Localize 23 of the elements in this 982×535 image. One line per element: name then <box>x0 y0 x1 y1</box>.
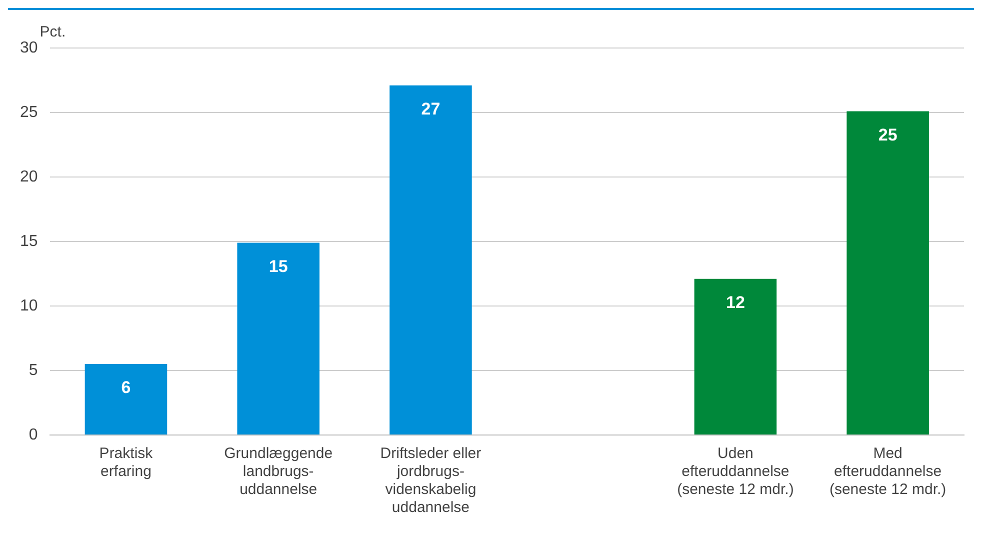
y-tick-label: 0 <box>28 426 38 444</box>
x-tick-label: Uden efteruddannelse (seneste 12 mdr.) <box>677 445 794 498</box>
bar <box>390 85 472 434</box>
x-tick-label: Grundlæggende landbrugs- uddannelse <box>224 445 333 498</box>
x-tick-label: Praktisk erfaring <box>99 445 154 480</box>
data-label: 25 <box>878 125 898 144</box>
bar <box>237 242 320 434</box>
y-tick-label: 10 <box>20 297 38 314</box>
data-label: 15 <box>268 256 288 276</box>
y-tick-label: 5 <box>28 362 38 379</box>
y-tick-label: 15 <box>20 232 38 250</box>
bar <box>694 278 777 434</box>
bar <box>84 364 168 434</box>
y-tick-label: 20 <box>20 168 38 186</box>
x-tick-label: Driftsleder eller jordbrugs- videnskabelig uddannelse <box>380 445 482 516</box>
data-label: 27 <box>421 100 440 119</box>
data-label: 6 <box>121 378 131 398</box>
x-tick-label: Med efteruddannelse (seneste 12 mdr.) <box>829 445 946 498</box>
y-axis-title: Pct. <box>40 24 66 41</box>
y-tick-label: 30 <box>20 39 38 56</box>
y-tick-label: 25 <box>20 104 38 121</box>
bar <box>846 111 929 434</box>
data-label: 12 <box>726 293 745 312</box>
